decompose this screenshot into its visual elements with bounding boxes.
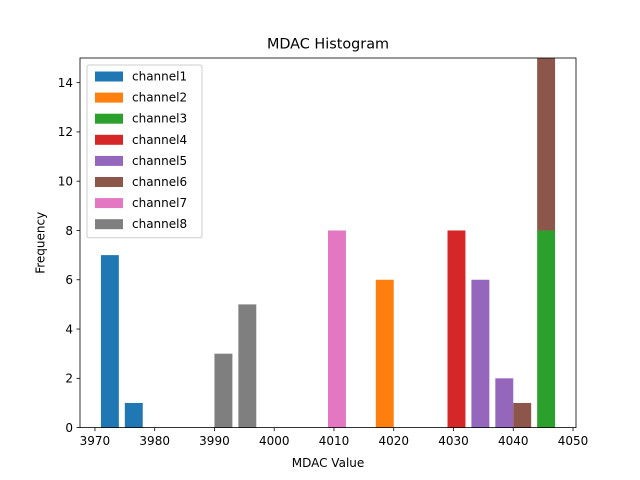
y-tick-label: 6 [65,273,73,287]
x-axis-ticks: 3970 3980 3990 4000 4010 4020 4030 4040 4050 [80,427,589,448]
x-tick-label: 4020 [378,434,409,448]
legend-label-channel4: channel4 [132,133,187,147]
y-axis-ticks: 0 2 4 6 8 10 12 14 [58,76,80,435]
bar-channel1-0 [100,255,119,428]
x-axis-label: MDAC Value [292,456,365,470]
chart-title: MDAC Histogram [267,37,389,53]
bar-channel5-1 [495,378,514,428]
x-tick-label: 4000 [259,434,290,448]
legend-label-channel2: channel2 [132,91,187,105]
legend-swatch-channel7 [95,198,123,209]
bar-channel8-1 [238,304,257,428]
x-tick-label: 4010 [319,434,350,448]
legend: channel1 channel2 channel3 channel4 channel5… [86,64,203,239]
y-tick-label: 4 [65,322,73,336]
legend-label-channel3: channel3 [132,112,187,126]
y-tick-label: 10 [58,175,73,189]
legend-swatch-channel6 [95,177,123,187]
legend-swatch-channel1 [95,71,123,82]
legend-box [86,64,203,239]
y-tick-label: 8 [65,224,73,238]
legend-label-channel7: channel7 [132,196,187,210]
bar-channel5-0 [471,279,490,428]
legend-label-channel5: channel5 [132,154,187,168]
bar-channel8-0 [214,353,233,428]
legend-label-channel1: channel1 [132,70,187,84]
bar-channel2-0 [375,279,394,428]
bar-channel7-0 [328,230,346,428]
bar-channel3-0 [537,230,556,428]
legend-swatch-channel5 [95,155,123,166]
legend-swatch-channel8 [95,219,123,230]
bar-channel1-1 [124,402,143,428]
y-tick-label: 12 [58,125,73,139]
x-tick-label: 4040 [498,434,529,448]
bar-channel6-0 [513,402,532,428]
x-tick-label: 3990 [199,434,230,448]
bar-channel4-0 [447,230,466,428]
bars-layer [100,58,556,428]
x-tick-label: 4030 [438,434,469,448]
x-tick-label: 3980 [139,434,170,448]
y-tick-label: 14 [58,76,73,90]
y-tick-label: 2 [65,372,73,386]
x-tick-label: 4050 [558,434,589,448]
y-axis-label: Frequency [34,212,48,274]
legend-label-channel6: channel6 [132,175,187,189]
y-tick-label: 0 [65,421,73,435]
legend-swatch-channel2 [95,92,123,103]
legend-swatch-channel4 [95,134,123,145]
bar-channel6-1 [537,58,556,231]
x-tick-label: 3970 [80,434,111,448]
legend-swatch-channel3 [95,113,123,124]
axes-frame [79,57,577,429]
legend-label-channel8: channel8 [132,217,187,231]
